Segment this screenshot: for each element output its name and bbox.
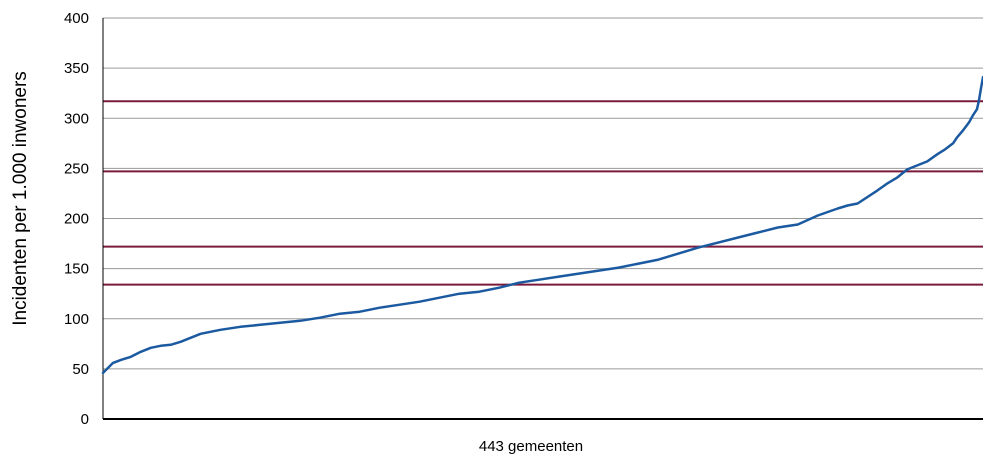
y-tick-label: 250 [64,160,89,177]
y-tick-label: 400 [64,10,89,27]
series-line-0 [101,75,983,375]
y-tick-label: 100 [64,311,89,328]
y-tick-label: 350 [64,60,89,77]
reference-lines [103,100,983,286]
axes [102,18,983,420]
gridlines [103,17,983,370]
y-tick-label: 0 [81,411,89,428]
y-axis-title: Incidenten per 1.000 inwoners [10,71,31,326]
series-layer [101,75,983,375]
y-tick-labels: 0 50 100 150 200 250 300 350 400 [64,10,89,428]
y-tick-label: 300 [64,110,89,127]
x-axis-title: 443 gemeenten [479,438,583,455]
y-tick-label: 50 [72,361,89,378]
y-tick-label: 150 [64,261,89,278]
y-tick-label: 200 [64,211,89,228]
